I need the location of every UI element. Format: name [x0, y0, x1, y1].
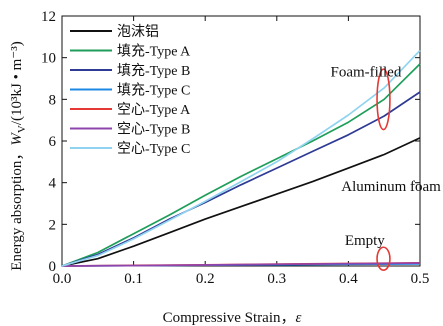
y-axis-label-text: Energy absorption，	[9, 146, 25, 271]
y-tick-label: 0	[49, 259, 57, 275]
highlight-ellipse-2	[376, 246, 391, 271]
legend-label-7: 空心-Type C	[117, 141, 190, 157]
series-lines	[61, 49, 421, 267]
annotation-ellipses	[376, 68, 391, 271]
annotation-2: Aluminum foam	[341, 179, 441, 195]
annotations: Foam-filled Aluminum foam Empty	[331, 64, 442, 249]
legend-label-6: 空心-Type B	[117, 122, 190, 138]
y-tick-label: 10	[41, 51, 56, 67]
legend-label-1: 泡沫铝	[117, 24, 159, 40]
highlight-ellipse-1	[376, 68, 391, 131]
y-axis-units: /(10³kJ • m⁻³)	[9, 41, 25, 125]
x-tick-label: 0.2	[196, 271, 215, 287]
legend-label-3: 填充-Type B	[117, 63, 190, 79]
series-line-3	[61, 91, 421, 267]
y-tick-label: 12	[41, 9, 56, 25]
y-tick-label: 4	[49, 176, 57, 192]
x-tick-label: 0.4	[339, 271, 358, 287]
legend-label-5: 空心-Type A	[117, 102, 191, 118]
x-axis-label-text: Compressive Strain，	[163, 310, 296, 326]
series-line-6	[61, 262, 421, 267]
x-axis-label: Compressive Strain，ε	[163, 310, 302, 326]
y-tick-label: 8	[49, 92, 57, 108]
x-axis-symbol: ε	[295, 310, 301, 326]
y-axis-label: Energy absorption，WV/(10³kJ • m⁻³)	[9, 41, 28, 270]
plot-area-border	[61, 15, 421, 267]
x-tick-label: 0.5	[411, 271, 430, 287]
series-line-7	[61, 49, 421, 267]
plot-frame	[61, 15, 421, 267]
annotation-3: Empty	[345, 233, 385, 249]
legend-label-2: 填充-Type A	[117, 44, 191, 60]
y-tick-label: 6	[49, 134, 57, 150]
x-tick-label: 0.0	[53, 271, 72, 287]
y-axis-subscript: V	[16, 125, 28, 133]
x-tick-label: 0.3	[267, 271, 286, 287]
series-line-2	[61, 63, 421, 267]
series-line-1	[61, 137, 421, 267]
legend-label-4: 填充-Type C	[117, 83, 190, 99]
annotation-1: Foam-filled	[331, 64, 402, 80]
y-tick-label: 2	[49, 217, 57, 233]
y-axis-symbol: W	[9, 132, 25, 146]
x-tick-label: 0.1	[124, 271, 143, 287]
